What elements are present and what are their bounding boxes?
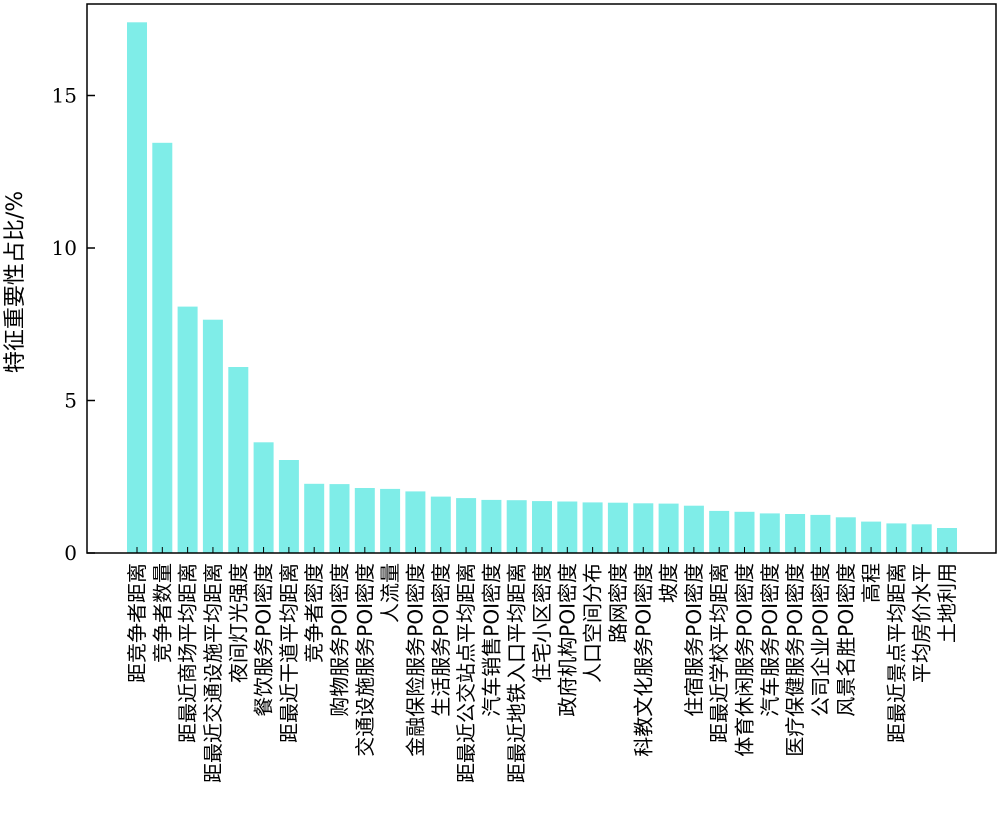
x-category-label: 医疗保健服务POI密度 xyxy=(783,563,807,757)
y-axis-title: 特征重要性占比/% xyxy=(3,191,28,373)
y-tick-label: 5 xyxy=(64,389,77,413)
bar-10 xyxy=(354,488,375,553)
x-axis: 距竞争者距离 竞争者数量 距最近商场平均距离 距最近交通设施平均距离 夜间灯光强度 餐饮服… xyxy=(125,547,959,783)
bar-20 xyxy=(607,502,628,553)
plot-frame xyxy=(86,3,997,554)
plot-border xyxy=(86,3,997,554)
bar-13 xyxy=(430,496,451,553)
bar-28 xyxy=(810,514,831,553)
bar-23 xyxy=(683,505,704,553)
x-category-label: 距最近公交站点平均距离 xyxy=(454,563,478,783)
bar-2 xyxy=(152,142,173,554)
x-category-label: 高程 xyxy=(859,563,883,603)
bar-7 xyxy=(278,460,299,553)
x-category-label: 距最近学校平均距离 xyxy=(707,563,731,743)
x-category-label: 竞争者数量 xyxy=(150,563,174,663)
x-category-label: 住宿服务POI密度 xyxy=(682,563,706,717)
bar-25 xyxy=(734,511,755,553)
bar-9 xyxy=(329,484,350,553)
bar-17 xyxy=(532,501,552,553)
x-category-label: 人流量 xyxy=(378,563,402,623)
x-category-label: 土地利用 xyxy=(935,563,959,643)
bar-8 xyxy=(304,483,325,553)
x-category-label: 路网密度 xyxy=(606,563,630,643)
bar-12 xyxy=(405,491,426,553)
bar-22 xyxy=(658,503,679,553)
y-tick-label: 15 xyxy=(52,84,77,108)
x-category-label: 汽车销售POI密度 xyxy=(479,563,503,717)
bar-3 xyxy=(177,306,198,553)
bar-30 xyxy=(861,521,882,553)
bar-27 xyxy=(785,514,806,553)
x-category-label: 距最近交通设施平均距离 xyxy=(201,563,225,783)
x-category-label: 距最近地铁入口平均距离 xyxy=(505,563,529,783)
x-category-label: 餐饮服务POI密度 xyxy=(252,563,276,717)
bar-11 xyxy=(380,488,401,553)
bar-5 xyxy=(228,367,249,553)
bar-24 xyxy=(709,510,730,553)
x-category-label: 风景名胜POI密度 xyxy=(834,563,858,717)
bar-4 xyxy=(202,319,223,553)
x-category-label: 距最近商场平均距离 xyxy=(176,563,200,743)
bar-29 xyxy=(835,517,856,553)
bars-layer xyxy=(127,22,957,554)
x-category-label: 政府机构POI密度 xyxy=(555,563,579,717)
bar-31 xyxy=(886,523,907,553)
x-category-label: 距最近干道平均距离 xyxy=(277,563,301,743)
x-category-label: 人口空间分布 xyxy=(581,563,605,683)
bar-1 xyxy=(127,22,147,554)
bar-14 xyxy=(456,498,477,553)
x-category-label: 夜间灯光强度 xyxy=(226,563,250,683)
bar-26 xyxy=(759,513,780,553)
y-tick-label: 10 xyxy=(52,236,77,260)
x-category-label: 平均房价水平 xyxy=(910,563,934,683)
bar-21 xyxy=(633,503,654,553)
x-category-label: 科教文化服务POI密度 xyxy=(631,563,655,757)
x-category-label: 购物服务POI密度 xyxy=(328,563,352,717)
bar-16 xyxy=(506,500,527,553)
bar-19 xyxy=(582,502,603,553)
bar-6 xyxy=(253,442,274,553)
x-category-label: 住宅小区密度 xyxy=(530,563,554,683)
x-category-label: 金融保险服务POI密度 xyxy=(403,563,427,757)
x-category-label: 生活服务POI密度 xyxy=(429,563,453,717)
x-category-label: 竞争者密度 xyxy=(302,563,326,663)
x-category-label: 距最近景点平均距离 xyxy=(884,563,908,743)
y-tick-label: 0 xyxy=(64,541,77,565)
x-category-label: 体育休闲服务POI密度 xyxy=(733,563,757,757)
bar-33 xyxy=(937,528,957,553)
bar-15 xyxy=(481,499,502,553)
x-category-label: 距竞争者距离 xyxy=(125,563,149,683)
bar-18 xyxy=(557,501,578,553)
x-category-label: 汽车服务POI密度 xyxy=(758,563,782,717)
x-category-label: 公司企业POI密度 xyxy=(808,563,832,717)
x-category-label: 坡度 xyxy=(657,563,681,603)
y-axis: 0 5 10 15 xyxy=(52,84,95,565)
bar-32 xyxy=(911,524,932,553)
x-category-label: 交通设施服务POI密度 xyxy=(353,563,377,757)
